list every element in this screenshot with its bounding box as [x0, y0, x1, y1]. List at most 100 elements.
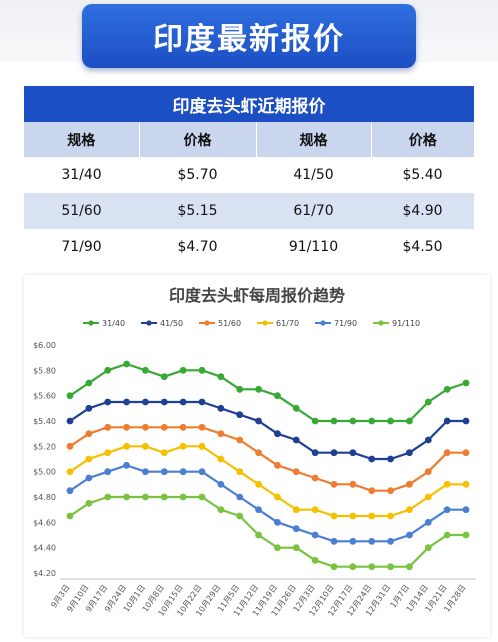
data-point: [123, 360, 130, 368]
data-point: [368, 455, 376, 463]
data-point: [179, 398, 187, 406]
series-91-110: [66, 493, 470, 571]
x-axis: 9月3日9月10日9月17日9月24日10月1日10月8日10月15日10月22…: [49, 578, 476, 618]
data-point: [217, 430, 225, 438]
data-point: [217, 480, 225, 488]
data-point: [349, 537, 357, 545]
data-point: [255, 506, 262, 514]
data-point: [217, 404, 225, 412]
data-point: [198, 423, 206, 431]
data-point: [443, 449, 451, 457]
data-point: [198, 398, 206, 406]
data-point: [85, 499, 93, 507]
data-point: [160, 398, 168, 406]
data-point: [462, 531, 470, 539]
data-point: [236, 468, 244, 476]
legend-label: 71/90: [334, 319, 357, 328]
chart-title: 印度去头虾每周报价趋势: [169, 286, 345, 305]
data-point: [387, 417, 394, 425]
data-point: [160, 449, 168, 457]
data-point: [311, 449, 319, 457]
page-title-banner: 印度最新报价: [82, 4, 416, 68]
table-row: 51/60 $5.15 61/70 $4.90: [24, 193, 474, 229]
data-point: [311, 556, 319, 564]
data-point: [368, 417, 376, 425]
data-point: [443, 506, 451, 514]
data-point: [311, 417, 319, 425]
data-point: [142, 493, 149, 501]
legend-marker: [204, 320, 210, 326]
y-tick-label: $5.80: [33, 366, 56, 375]
y-tick-label: $5.00: [33, 468, 56, 477]
data-point: [66, 392, 74, 400]
data-point: [255, 480, 262, 488]
column-header-price: 价格: [139, 122, 257, 157]
price-cell: $4.90: [371, 193, 474, 229]
data-point: [387, 487, 394, 495]
series-31-40: [66, 360, 470, 425]
page-title: 印度最新报价: [153, 22, 345, 57]
data-point: [406, 449, 413, 457]
data-point: [66, 487, 74, 495]
data-point: [179, 423, 187, 431]
data-point: [217, 373, 225, 381]
data-point: [292, 404, 300, 412]
data-point: [330, 417, 338, 425]
table-row: 71/90 $4.70 91/110 $4.50: [24, 229, 474, 265]
data-point: [179, 468, 187, 476]
data-point: [85, 474, 93, 482]
data-point: [66, 468, 74, 476]
data-point: [274, 518, 281, 526]
chart-legend: 31/40 41/50 51/60 61/70 71/90 91/110: [83, 319, 420, 328]
data-point: [104, 493, 112, 501]
data-point: [142, 398, 149, 406]
data-point: [274, 493, 281, 501]
data-point: [443, 531, 451, 539]
data-point: [443, 385, 451, 393]
data-point: [462, 506, 470, 514]
price-cell: $5.70: [177, 167, 218, 183]
data-point: [179, 366, 187, 374]
data-point: [330, 512, 338, 520]
data-point: [85, 379, 93, 387]
data-point: [292, 506, 300, 514]
legend-marker: [146, 320, 152, 326]
data-point: [462, 480, 470, 488]
series-41-50: [66, 398, 470, 463]
data-point: [236, 436, 244, 444]
data-point: [424, 544, 432, 552]
data-point: [368, 487, 376, 495]
data-point: [349, 417, 357, 425]
data-point: [160, 468, 168, 476]
price-trend-chart-card: 印度去头虾每周报价趋势 31/40 41/50 51/60 61/70 71/90 91/…: [24, 275, 490, 637]
data-point: [424, 436, 432, 444]
data-point: [387, 512, 394, 520]
spec-cell: 61/70: [256, 193, 371, 229]
data-point: [198, 468, 206, 476]
data-point: [368, 537, 376, 545]
legend-label: 31/40: [102, 319, 125, 328]
data-point: [255, 385, 262, 393]
price-cell: $4.50: [402, 239, 443, 255]
data-point: [443, 480, 451, 488]
legend-label: 91/110: [392, 319, 420, 328]
y-axis: $6.00 $5.80 $5.60 $5.40 $5.20 $5.00 $4.80 $4.60…: [33, 341, 56, 578]
data-point: [123, 398, 130, 406]
data-point: [311, 506, 319, 514]
data-point: [311, 531, 319, 539]
series-line: [69, 362, 467, 423]
data-point: [330, 480, 338, 488]
data-point: [274, 430, 281, 438]
legend-marker: [88, 320, 94, 326]
data-point: [462, 417, 470, 425]
data-point: [349, 563, 357, 571]
price-cell: $5.40: [402, 167, 443, 183]
data-point: [85, 455, 93, 463]
data-point: [142, 423, 149, 431]
data-point: [236, 512, 244, 520]
data-point: [198, 493, 206, 501]
data-point: [462, 449, 470, 457]
data-point: [387, 563, 394, 571]
legend-marker: [320, 320, 326, 326]
data-point: [123, 461, 130, 469]
